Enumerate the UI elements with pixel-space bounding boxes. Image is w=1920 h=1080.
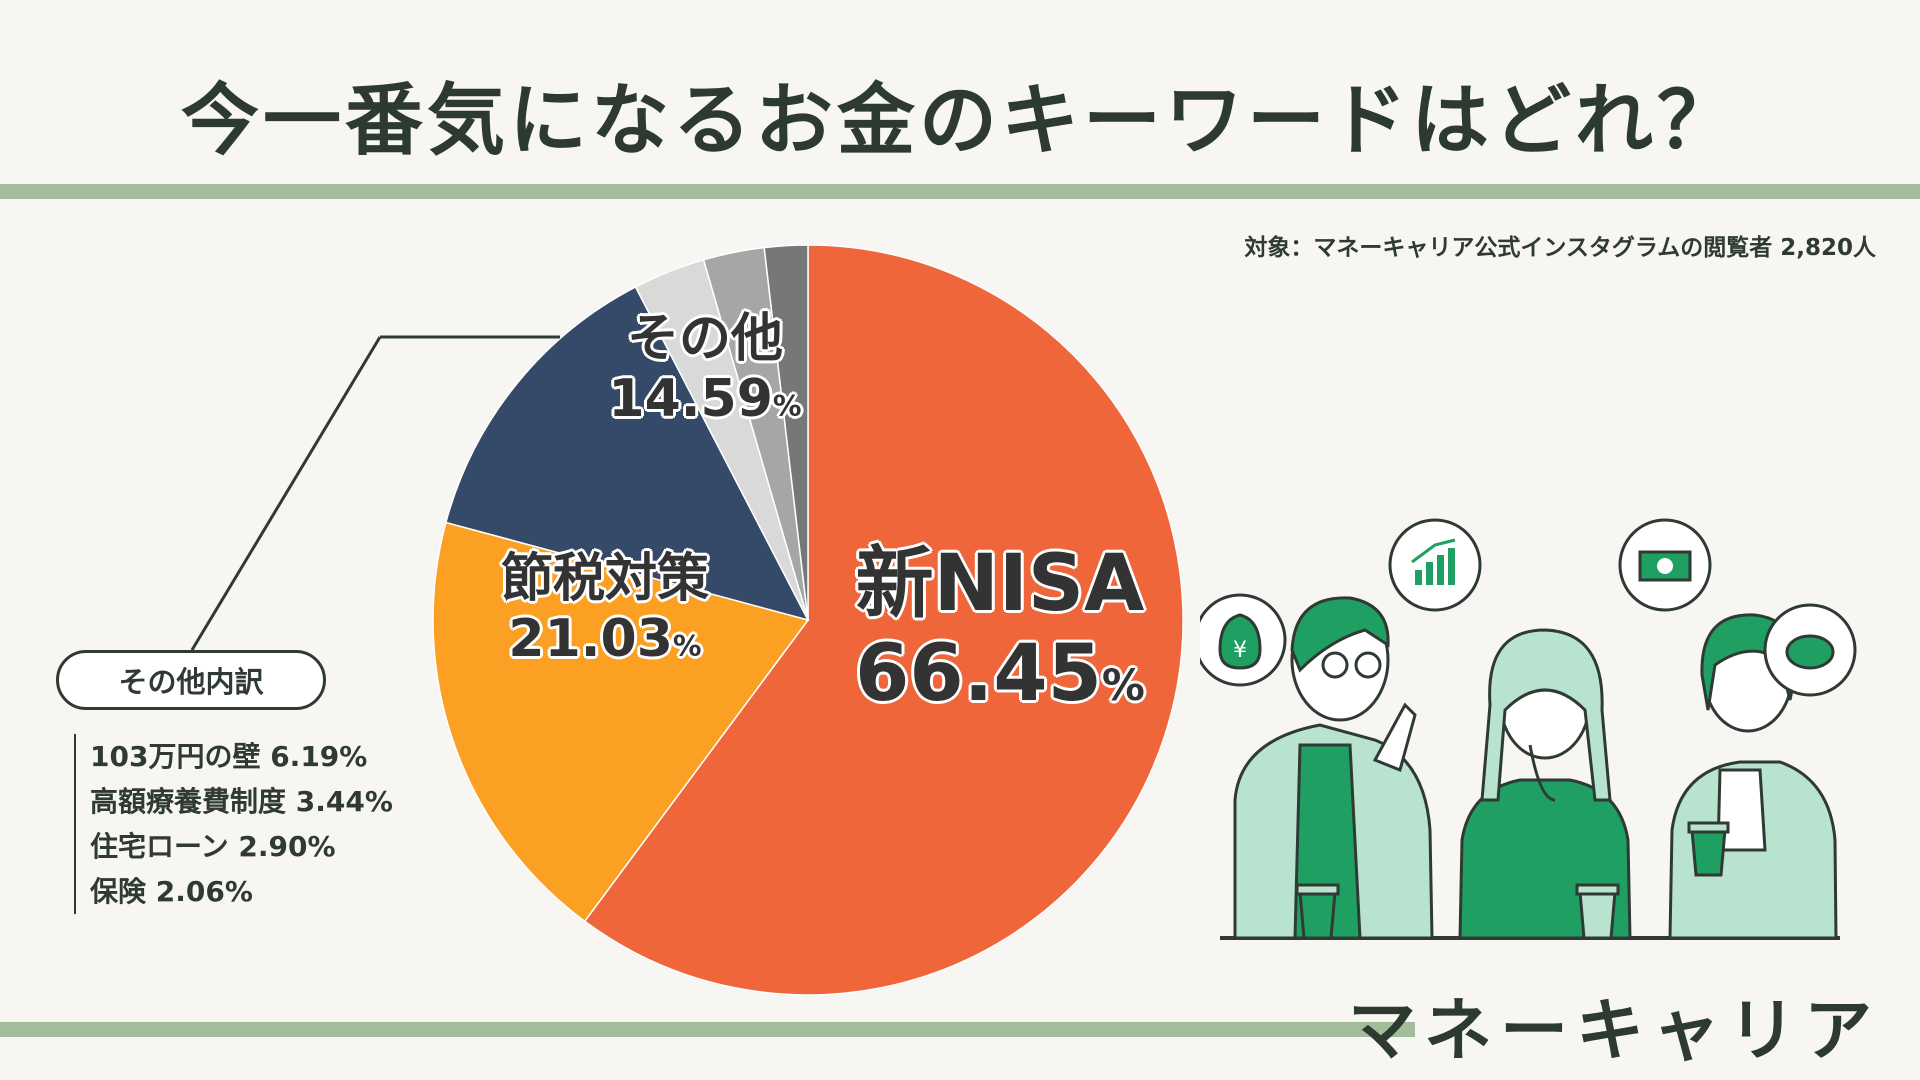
breakdown-item: 保険 2.06% bbox=[90, 875, 253, 908]
people-illustration: ¥ bbox=[1200, 518, 1857, 940]
svg-text:¥: ¥ bbox=[1233, 638, 1247, 663]
breakdown-list: 103万円の壁 6.19% 高額療養費制度 3.44% 住宅ローン 2.90% … bbox=[74, 734, 393, 914]
brand-logo: マネーキャリア bbox=[1347, 992, 1880, 1071]
breakdown-item: 住宅ローン 2.90% bbox=[90, 830, 336, 863]
breakdown-item: 103万円の壁 6.19% bbox=[90, 740, 368, 773]
slice-label-nisa: 新NISA 66.45% bbox=[855, 539, 1145, 719]
breakdown-heading: その他内訳 bbox=[56, 650, 326, 710]
pie-slice-0 bbox=[583, 244, 1184, 996]
yen-bag-icon: ¥ bbox=[1200, 593, 1287, 687]
growth-chart-icon bbox=[1388, 518, 1482, 612]
piggy-bank-icon bbox=[1763, 603, 1857, 697]
survey-subtitle: 対象：マネーキャリア公式インスタグラムの閲覧者 2,820人 bbox=[1244, 235, 1876, 261]
chart-title: 今一番気になるお金のキーワードはどれ？ bbox=[180, 76, 1739, 166]
cash-icon bbox=[1618, 518, 1712, 612]
slice-label-tax: 節税対策 21.03% bbox=[500, 549, 709, 669]
coffee-cups bbox=[1295, 821, 1730, 940]
slice-label-other: その他 14.59% bbox=[608, 309, 802, 429]
pie-slice-5 bbox=[763, 244, 809, 621]
top-divider bbox=[0, 184, 1920, 199]
breakdown-item: 高額療養費制度 3.44% bbox=[90, 785, 393, 818]
person-left bbox=[1233, 596, 1434, 940]
pie-slice-2 bbox=[444, 285, 810, 622]
callout-line-diagonal bbox=[190, 336, 382, 651]
bottom-divider bbox=[0, 1022, 1415, 1037]
pie-slice-1 bbox=[432, 521, 810, 923]
